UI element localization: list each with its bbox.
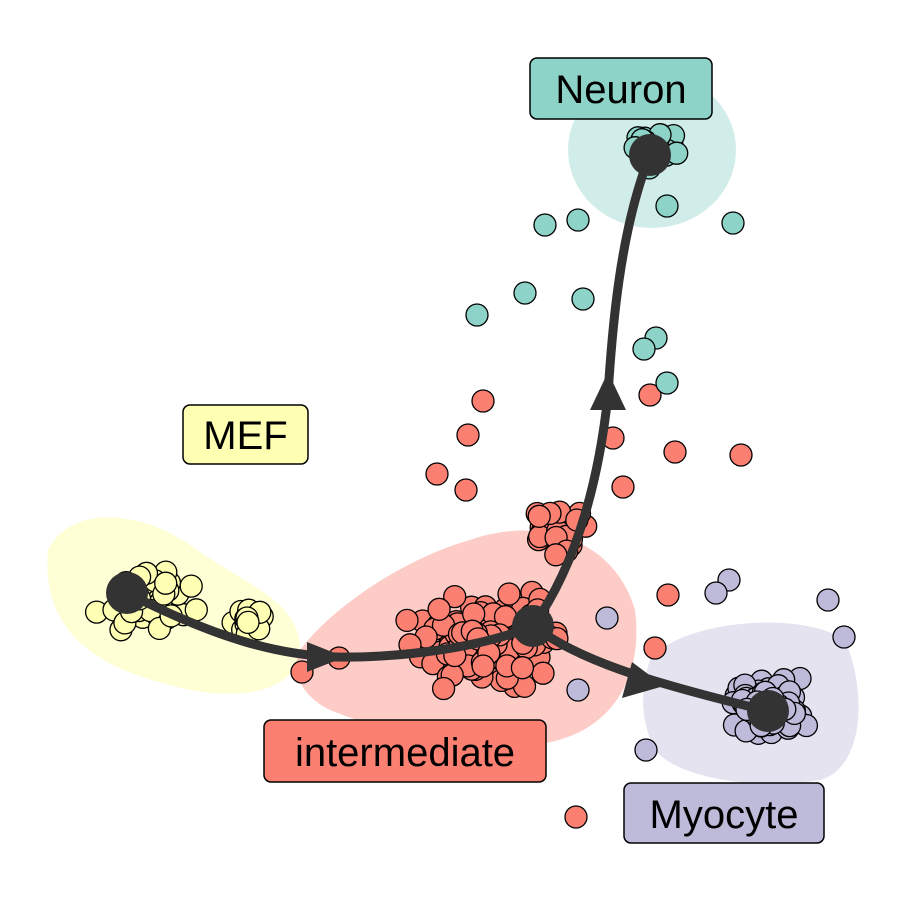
cell-point-intermediate [531,661,555,685]
cell-point-neuron [465,303,489,327]
path-branch-to-myocyte [528,621,773,716]
node-branch [512,605,554,647]
cell-point-intermediate [527,504,551,528]
cell-point-myocyte [634,738,658,762]
label-box-intermediate [263,719,547,783]
cell-point-intermediate [643,636,667,660]
trajectory-paths [122,150,773,716]
cell-point-neuron [655,194,679,218]
label-box-mef [182,404,309,465]
cell-point-intermediate [427,597,451,621]
cell-point-myocyte [566,678,590,702]
cell-point-neuron [513,281,537,305]
cell-point-intermediate [638,383,662,407]
arrowhead-neuron [590,372,626,410]
trajectory-nodes [106,134,789,732]
cell-point-intermediate [443,584,467,609]
label-myocyte: Myocyte [623,782,825,844]
arrowhead-intermediate [307,642,345,672]
cell-point-intermediate [425,462,449,486]
arrowhead-myocyte [622,662,664,698]
label-box-myocyte [623,782,825,844]
cell-point-mef [236,610,260,635]
cell-point-myocyte [816,588,840,612]
cell-point-intermediate [454,478,478,502]
cell-point-neuron [566,208,590,232]
cell-point-neuron [655,371,679,395]
cell-point-neuron [632,337,656,361]
label-text-myocyte: Myocyte [650,793,799,837]
cluster-hulls [47,72,859,784]
cell-point-myocyte [704,581,728,605]
cell-point-intermediate [564,805,588,829]
label-box-neuron [529,57,713,120]
label-text-intermediate: intermediate [295,731,515,775]
cell-point-intermediate [611,475,635,499]
node-neuron [629,134,671,176]
cell-point-intermediate [395,608,419,633]
label-text-mef: MEF [203,414,287,458]
cell-point-intermediate [656,583,680,607]
cell-point-mef [154,571,178,595]
label-neuron: Neuron [529,57,713,120]
cell-point-neuron [721,211,745,235]
label-mef: MEF [182,404,309,465]
cell-point-intermediate [729,443,753,467]
cell-point-intermediate [456,423,480,447]
cell-point-neuron [533,213,557,237]
cell-point-mef [179,574,203,598]
cell-point-neuron [571,287,595,311]
cell-point-intermediate [510,656,535,680]
label-intermediate: intermediate [263,719,547,783]
cell-point-intermediate [471,389,495,413]
cell-point-myocyte [595,606,619,630]
cell-point-intermediate [431,676,456,701]
cell-point-intermediate [663,440,687,464]
node-mef [106,572,148,614]
label-text-neuron: Neuron [555,68,686,112]
cell-point-myocyte [832,625,856,649]
cell-point-intermediate [471,654,495,678]
cell-point-intermediate [497,582,521,606]
node-myocyte [747,690,789,732]
